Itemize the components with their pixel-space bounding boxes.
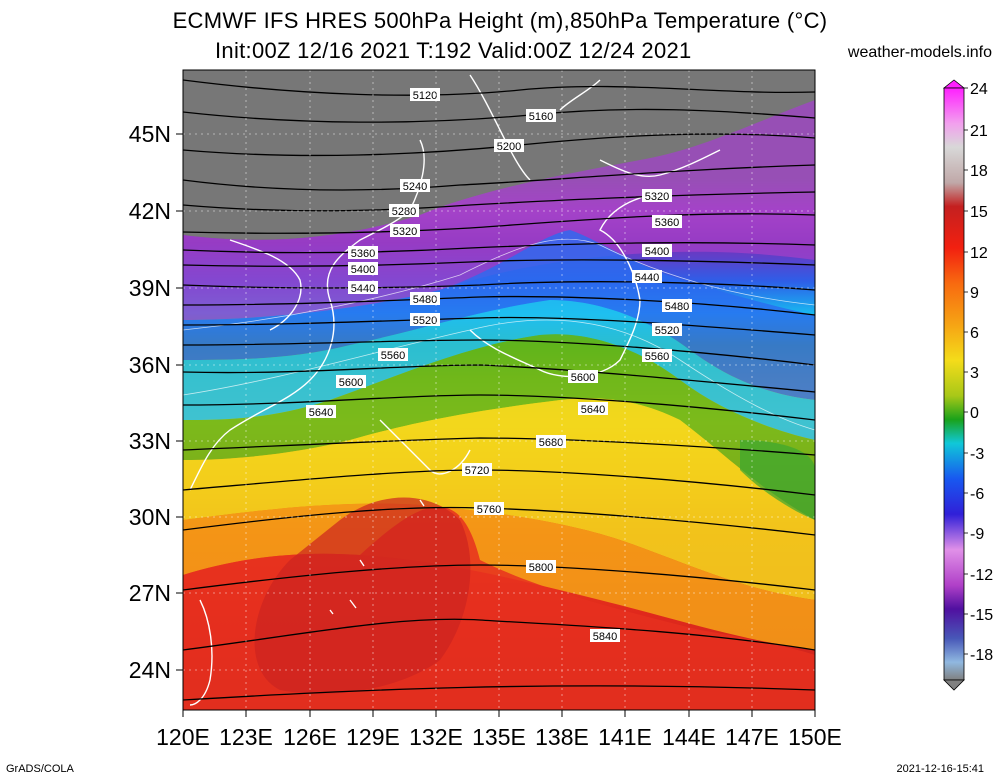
contour-label: 5640: [581, 404, 605, 416]
contour-label: 5480: [665, 301, 689, 313]
colorbar-tick: -3: [970, 446, 984, 463]
contour-label: 5240: [403, 181, 427, 193]
colorbar-tick: 0: [970, 405, 979, 422]
footer-software: GrADS/COLA: [6, 763, 74, 775]
contour-label: 5120: [413, 90, 437, 102]
colorbar-tick: -15: [970, 607, 993, 624]
colorbar-tick: 24: [970, 81, 988, 98]
lon-label: 132E: [409, 724, 463, 750]
colorbar-tick: -18: [970, 647, 993, 664]
lat-label: 36N: [129, 352, 171, 378]
contour-label: 5600: [339, 377, 363, 389]
site-credit: weather-models.info: [847, 44, 992, 61]
contour-label: 5520: [413, 315, 437, 327]
colorbar-tick: 3: [970, 365, 979, 382]
contour-label: 5760: [477, 504, 501, 516]
contour-labels: 5120 5160 5200 5240 5280 5320 5320 5360 …: [306, 88, 692, 643]
contour-label: 5600: [571, 372, 595, 384]
contour-label: 5280: [392, 206, 416, 218]
lon-label: 144E: [662, 724, 716, 750]
contour-label: 5320: [645, 191, 669, 203]
map-subtitle: Init:00Z 12/16 2021 T:192 Valid:00Z 12/2…: [215, 38, 692, 63]
lon-label: 147E: [725, 724, 779, 750]
lon-label: 150E: [788, 724, 842, 750]
contour-label: 5480: [413, 294, 437, 306]
contour-label: 5840: [593, 631, 617, 643]
lon-label: 123E: [219, 724, 273, 750]
contour-label: 5440: [351, 283, 375, 295]
lat-label: 42N: [129, 198, 171, 224]
colorbar-tick: 9: [970, 285, 979, 302]
colorbar-tick: -6: [970, 486, 984, 503]
contour-label: 5560: [381, 350, 405, 362]
map-title: ECMWF IFS HRES 500hPa Height (m),850hPa …: [172, 8, 828, 33]
contour-label: 5200: [497, 141, 521, 153]
colorbar-tick: 18: [970, 163, 988, 180]
lon-label: 129E: [346, 724, 400, 750]
contour-label: 5400: [645, 246, 669, 258]
contour-label: 5520: [655, 325, 679, 337]
contour-label: 5400: [351, 264, 375, 276]
lon-label: 138E: [535, 724, 589, 750]
contour-label: 5800: [529, 562, 553, 574]
contour-label: 5640: [309, 407, 333, 419]
isotherms: [183, 238, 815, 431]
lat-label: 45N: [129, 121, 171, 147]
contour-label: 5320: [393, 226, 417, 238]
lon-label: 141E: [598, 724, 652, 750]
contour-label: 5360: [655, 217, 679, 229]
colorbar: 24 21 18 15 12 9 6 3 0 -3 -6 -9 -12 -15 …: [942, 79, 993, 691]
lat-label: 27N: [129, 580, 171, 606]
contour-label: 5560: [645, 351, 669, 363]
lat-label: 39N: [129, 275, 171, 301]
lon-label: 120E: [156, 724, 210, 750]
contour-label: 5160: [529, 111, 553, 123]
colorbar-tick: 21: [970, 123, 988, 140]
lon-label: 126E: [283, 724, 337, 750]
colorbar-tick: -12: [970, 567, 993, 584]
lat-label: 33N: [129, 428, 171, 454]
contour-label: 5720: [465, 465, 489, 477]
contour-label: 5360: [351, 248, 375, 260]
colorbar-tick: 6: [970, 325, 979, 342]
axis-ticks: [176, 133, 816, 717]
colorbar-tick: -9: [970, 526, 984, 543]
lat-label: 30N: [129, 504, 171, 530]
lat-lon-grid: [183, 70, 815, 710]
contour-label: 5680: [539, 437, 563, 449]
contour-label: 5440: [635, 272, 659, 284]
colorbar-tick: 12: [970, 245, 988, 262]
colorbar-tick: 15: [970, 204, 988, 221]
latitude-labels: 45N 42N 39N 36N 33N 30N 27N 24N: [129, 121, 171, 683]
lat-label: 24N: [129, 657, 171, 683]
footer-timestamp: 2021-12-16-15:41: [896, 763, 984, 775]
lon-label: 135E: [472, 724, 526, 750]
longitude-labels: 120E 123E 126E 129E 132E 135E 138E 141E …: [156, 724, 842, 750]
